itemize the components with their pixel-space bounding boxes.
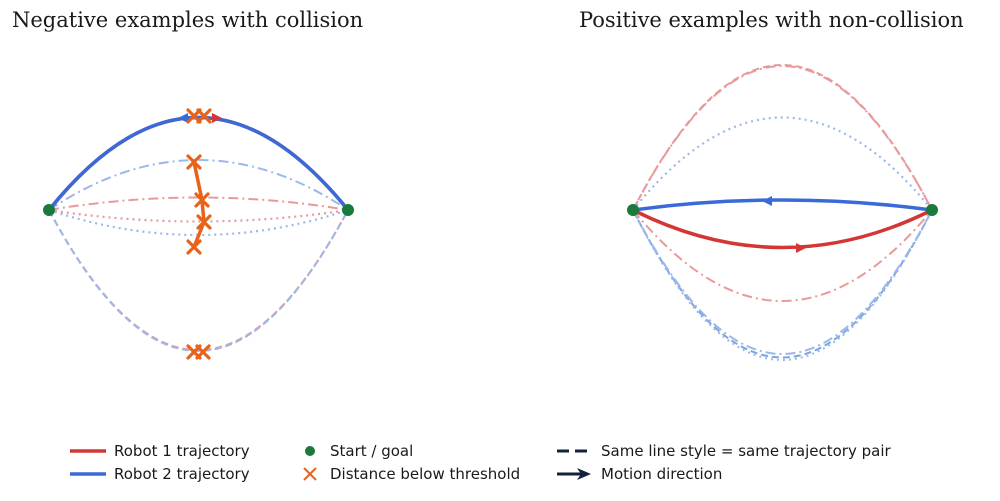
right-panel (627, 64, 938, 361)
collision-marker (194, 192, 210, 208)
robot2-solid-trajectory (632, 198, 933, 212)
collision-marker (195, 344, 211, 360)
start-goal-dot-icon (305, 446, 315, 456)
direction-arrow-icon (557, 468, 591, 480)
robot2-dashdot-trajectory (632, 209, 933, 355)
collision-marker (186, 239, 202, 255)
dashed-line-swatch (557, 449, 593, 453)
robot2-dotted-trajectory-bottom (632, 209, 933, 361)
robot2-dashed-trajectory (48, 209, 349, 352)
robot2-direction-arrow (178, 113, 188, 123)
robot1-direction-arrow (796, 243, 806, 253)
collision-marker (186, 154, 202, 170)
robot1-dashdot-trajectory (632, 209, 933, 302)
legend-start-goal-label: Start / goal (330, 442, 414, 460)
legend-motion: Motion direction (557, 463, 722, 485)
legend-line-style: Same line style = same trajectory pair (557, 440, 891, 462)
legend-threshold: Distance below threshold (298, 463, 520, 485)
legend-threshold-label: Distance below threshold (330, 465, 521, 483)
left-panel-title: Negative examples with collision (12, 8, 364, 32)
right-panel-title: Positive examples with non-collision (579, 8, 964, 32)
legend-line-style-label: Same line style = same trajectory pair (601, 442, 891, 460)
legend-motion-label: Motion direction (601, 465, 723, 483)
robot1-line-swatch (70, 449, 106, 453)
collision-marker (196, 108, 212, 124)
legend-robot2: Robot 2 trajectory (70, 463, 250, 485)
start-goal-marker (43, 204, 55, 216)
robot2-dashdot-trajectory (48, 159, 349, 211)
robot2-dotted-trajectory (632, 116, 933, 211)
robot1-direction-arrow (212, 113, 222, 123)
legend-robot1: Robot 1 trajectory (70, 440, 250, 462)
cross-marker-icon (303, 467, 317, 481)
start-goal-marker (342, 204, 354, 216)
start-goal-marker (627, 204, 639, 216)
left-panel (43, 108, 354, 360)
robot1-solid-trajectory (632, 208, 933, 250)
legend-robot2-label: Robot 2 trajectory (114, 465, 250, 483)
legend: Robot 1 trajectory Robot 2 trajectory St… (70, 440, 970, 490)
legend-robot1-label: Robot 1 trajectory (114, 442, 250, 460)
start-goal-marker (926, 204, 938, 216)
collision-marker (196, 214, 212, 230)
robot1-dashdot-trajectory-top (632, 65, 933, 211)
collision-connector (192, 161, 206, 248)
robot2-line-swatch (70, 472, 106, 476)
robot2-direction-arrow (762, 196, 772, 206)
legend-start-goal: Start / goal (298, 440, 413, 462)
robot2-solid-trajectory (47, 115, 350, 212)
robot1-dashed-trajectory (48, 209, 349, 351)
